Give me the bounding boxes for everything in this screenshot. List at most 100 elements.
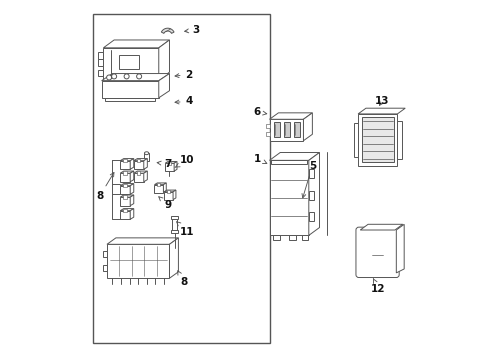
Polygon shape [120, 186, 130, 194]
Polygon shape [143, 171, 147, 182]
Polygon shape [102, 73, 169, 81]
Polygon shape [120, 184, 134, 186]
Polygon shape [308, 153, 319, 235]
Polygon shape [98, 59, 103, 66]
Text: 9: 9 [159, 197, 171, 210]
Polygon shape [98, 52, 103, 59]
Polygon shape [161, 28, 174, 33]
Polygon shape [303, 113, 312, 141]
Bar [119, 55, 139, 69]
Text: 11: 11 [176, 222, 194, 237]
Bar [265, 132, 270, 136]
Polygon shape [130, 208, 134, 219]
Bar [167, 161, 171, 165]
Polygon shape [103, 48, 159, 80]
Polygon shape [134, 161, 143, 169]
Polygon shape [120, 195, 134, 197]
Polygon shape [271, 160, 306, 164]
Circle shape [136, 74, 142, 79]
Text: 10: 10 [175, 156, 194, 167]
Polygon shape [272, 235, 279, 240]
Polygon shape [269, 113, 312, 119]
Polygon shape [107, 238, 178, 244]
Polygon shape [360, 224, 402, 230]
Bar [123, 195, 126, 199]
Polygon shape [357, 108, 405, 114]
Polygon shape [293, 122, 299, 137]
Text: 12: 12 [370, 279, 385, 294]
Polygon shape [143, 158, 147, 169]
Bar [123, 158, 126, 162]
Polygon shape [130, 171, 134, 182]
Ellipse shape [172, 247, 177, 251]
Bar [265, 124, 270, 128]
Circle shape [106, 75, 111, 80]
Polygon shape [159, 40, 169, 80]
Text: 4: 4 [175, 96, 193, 107]
Polygon shape [301, 235, 307, 240]
Polygon shape [283, 122, 289, 137]
Polygon shape [120, 161, 130, 169]
Polygon shape [134, 158, 147, 161]
Text: 8: 8 [96, 172, 114, 201]
Polygon shape [269, 160, 308, 235]
Polygon shape [163, 183, 166, 193]
Polygon shape [362, 117, 393, 162]
Text: 7: 7 [157, 159, 171, 169]
Polygon shape [308, 169, 313, 178]
Polygon shape [308, 212, 313, 221]
Polygon shape [353, 123, 357, 157]
Polygon shape [120, 197, 130, 206]
Bar [157, 183, 160, 186]
Bar [123, 171, 126, 175]
Bar [166, 190, 170, 193]
Polygon shape [173, 190, 176, 200]
Polygon shape [134, 173, 143, 182]
Polygon shape [165, 162, 177, 163]
Text: 5: 5 [302, 161, 315, 198]
Bar [172, 218, 177, 232]
Polygon shape [165, 163, 174, 171]
Polygon shape [164, 192, 173, 200]
Bar [93, 14, 269, 342]
Bar [171, 216, 178, 219]
Polygon shape [107, 244, 169, 278]
Bar [123, 208, 126, 212]
Polygon shape [154, 183, 166, 185]
Polygon shape [269, 119, 303, 141]
Polygon shape [357, 114, 397, 166]
Polygon shape [120, 158, 134, 161]
Polygon shape [273, 122, 279, 137]
Circle shape [111, 74, 116, 79]
Text: 3: 3 [184, 25, 200, 35]
Polygon shape [174, 162, 177, 171]
Polygon shape [154, 185, 163, 193]
Polygon shape [130, 158, 134, 169]
Polygon shape [102, 251, 107, 257]
Polygon shape [134, 171, 147, 173]
Text: 1: 1 [253, 154, 266, 163]
Bar [144, 153, 148, 161]
Bar [137, 171, 140, 175]
Text: 8: 8 [177, 271, 187, 287]
Bar [137, 158, 140, 162]
Polygon shape [308, 191, 313, 200]
Polygon shape [130, 184, 134, 194]
Polygon shape [120, 208, 134, 211]
Polygon shape [169, 238, 178, 278]
Polygon shape [130, 195, 134, 206]
Polygon shape [103, 40, 169, 48]
Circle shape [124, 74, 129, 79]
Polygon shape [120, 171, 134, 173]
Polygon shape [105, 98, 155, 102]
Text: 6: 6 [253, 107, 266, 117]
Polygon shape [102, 265, 107, 271]
Polygon shape [269, 153, 319, 160]
Polygon shape [397, 121, 401, 158]
Polygon shape [159, 73, 169, 98]
FancyBboxPatch shape [355, 227, 398, 278]
Polygon shape [102, 81, 159, 98]
Polygon shape [395, 224, 404, 273]
Text: 13: 13 [374, 96, 388, 107]
Polygon shape [120, 211, 130, 219]
